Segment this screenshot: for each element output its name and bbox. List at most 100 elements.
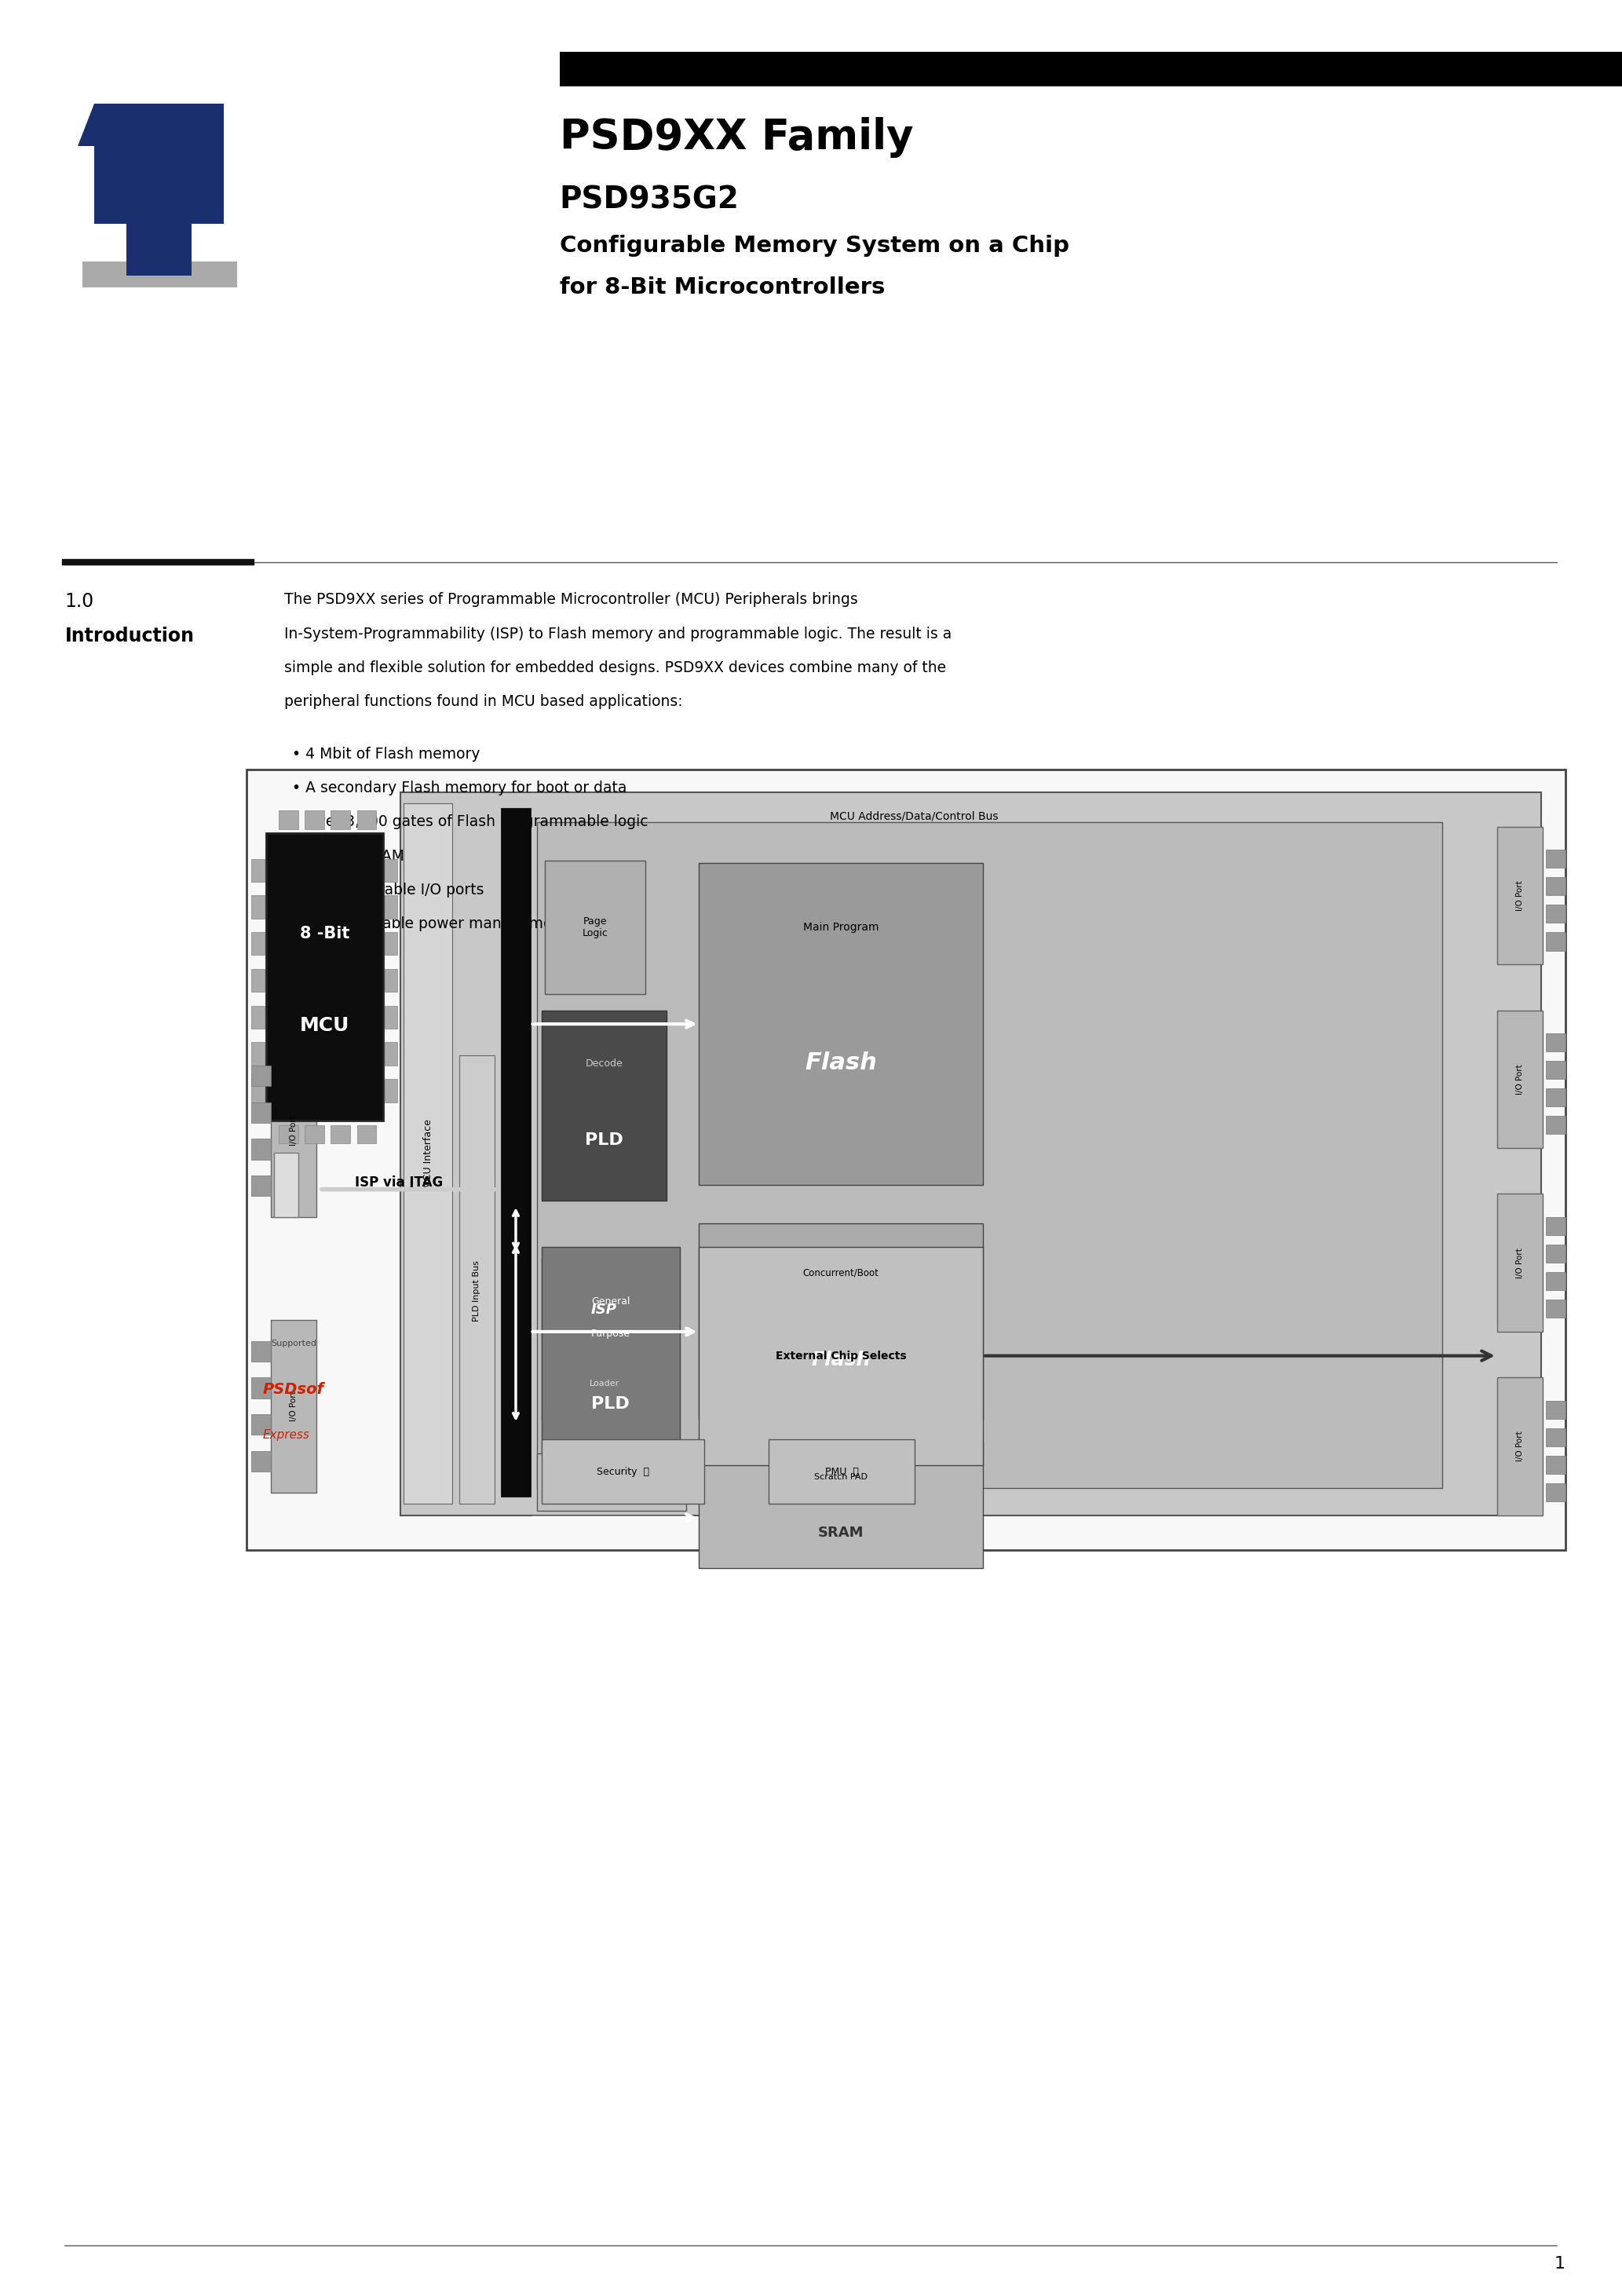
Bar (1546, 1428, 1565, 1446)
Bar (1546, 850, 1565, 868)
Text: Concurrent/Boot: Concurrent/Boot (803, 1267, 879, 1277)
Text: • Programmable power management.: • Programmable power management. (292, 916, 573, 932)
Text: Configurable Memory System on a Chip: Configurable Memory System on a Chip (560, 234, 1069, 257)
Text: • 4 Mbit of Flash memory: • 4 Mbit of Flash memory (292, 746, 480, 762)
Bar (542, 1440, 704, 1504)
Text: PSDsof: PSDsof (263, 1382, 324, 1396)
Text: I/O Port: I/O Port (1517, 1247, 1523, 1279)
Bar (1497, 1194, 1543, 1332)
Text: 8 -Bit: 8 -Bit (300, 925, 349, 941)
Text: PSD935G2: PSD935G2 (560, 186, 740, 214)
Bar (401, 792, 1541, 1515)
Bar (1546, 1217, 1565, 1235)
Bar (1497, 827, 1543, 964)
Bar (251, 1451, 271, 1472)
Bar (537, 822, 1442, 1488)
Text: The PSD9XX series of Programmable Microcontroller (MCU) Peripherals brings: The PSD9XX series of Programmable Microc… (284, 592, 858, 606)
Bar (1546, 877, 1565, 895)
Text: Introduction: Introduction (65, 627, 195, 645)
Bar (699, 1224, 983, 1419)
Text: Page
Logic: Page Logic (582, 916, 608, 939)
Bar (384, 969, 397, 992)
Text: PLD: PLD (586, 1132, 623, 1148)
Bar (384, 1079, 397, 1102)
Bar (1546, 932, 1565, 951)
Bar (274, 1153, 298, 1217)
Bar (1546, 905, 1565, 923)
Bar (251, 1102, 271, 1123)
Text: Express: Express (263, 1428, 310, 1442)
Bar (251, 1378, 271, 1398)
Bar (1546, 1033, 1565, 1052)
Bar (384, 895, 397, 918)
Bar (1546, 1088, 1565, 1107)
Bar (1497, 1010, 1543, 1148)
Bar (251, 895, 264, 918)
Text: • A secondary Flash memory for boot or data: • A secondary Flash memory for boot or d… (292, 781, 626, 794)
Bar (251, 969, 264, 992)
Bar (1546, 1244, 1565, 1263)
Bar (247, 769, 1565, 1550)
Text: Main Program: Main Program (803, 923, 879, 932)
Bar (251, 1065, 271, 1086)
Bar (251, 932, 264, 955)
Bar (266, 833, 383, 1120)
Bar (1497, 1378, 1543, 1515)
Bar (542, 1010, 667, 1201)
Bar (271, 1320, 316, 1492)
Bar (545, 861, 646, 994)
Bar (1546, 1061, 1565, 1079)
Bar (699, 1247, 983, 1465)
Text: I/O Port: I/O Port (1517, 879, 1523, 912)
Bar (560, 51, 1622, 87)
Bar (279, 810, 298, 829)
Text: I/O Port: I/O Port (1517, 1063, 1523, 1095)
Bar (83, 262, 237, 287)
Text: PLD: PLD (592, 1396, 629, 1412)
Bar (251, 1341, 271, 1362)
Bar (357, 810, 376, 829)
Bar (331, 810, 350, 829)
Bar (305, 1125, 324, 1143)
Bar (699, 863, 983, 1185)
Bar (1546, 1483, 1565, 1502)
Text: PLD Input Bus: PLD Input Bus (474, 1261, 480, 1322)
Bar (1546, 1456, 1565, 1474)
Text: External Chip Selects: External Chip Selects (775, 1350, 907, 1362)
Bar (1546, 1116, 1565, 1134)
Bar (384, 932, 397, 955)
Bar (501, 808, 530, 1497)
Bar (251, 1176, 271, 1196)
Text: peripheral functions found in MCU based applications:: peripheral functions found in MCU based … (284, 693, 683, 709)
Text: 1: 1 (1554, 2257, 1565, 2271)
Text: SRAM: SRAM (817, 1527, 865, 1541)
Bar (1546, 1300, 1565, 1318)
Bar (542, 1258, 667, 1419)
Text: • Over 3,000 gates of Flash programmable logic: • Over 3,000 gates of Flash programmable… (292, 815, 649, 829)
Text: PSD9XX Family: PSD9XX Family (560, 117, 913, 158)
Bar (769, 1440, 915, 1504)
Text: I/O Port: I/O Port (1517, 1430, 1523, 1463)
Text: ISP: ISP (592, 1302, 616, 1316)
Bar (251, 1139, 271, 1159)
Bar (305, 810, 324, 829)
Text: I/O Port: I/O Port (290, 1116, 297, 1146)
Bar (251, 1006, 264, 1029)
Text: ISP via JTAG: ISP via JTAG (355, 1176, 443, 1189)
Bar (271, 1045, 316, 1217)
Text: • 64 Kbit SRAM: • 64 Kbit SRAM (292, 850, 404, 863)
Text: General: General (592, 1297, 629, 1306)
Text: MCU Interface: MCU Interface (423, 1118, 433, 1189)
Polygon shape (94, 147, 224, 225)
Bar (542, 1247, 680, 1465)
Text: Flash: Flash (805, 1052, 878, 1075)
Text: Flash: Flash (811, 1350, 871, 1371)
Bar (537, 1453, 686, 1511)
Polygon shape (127, 225, 191, 276)
Text: In-System-Programmability (ISP) to Flash memory and programmable logic. The resu: In-System-Programmability (ISP) to Flash… (284, 627, 952, 641)
Polygon shape (78, 103, 224, 147)
Bar (251, 859, 264, 882)
Text: PMU  💾: PMU 💾 (826, 1467, 858, 1476)
Text: Loader: Loader (589, 1380, 620, 1387)
Bar (1546, 1272, 1565, 1290)
